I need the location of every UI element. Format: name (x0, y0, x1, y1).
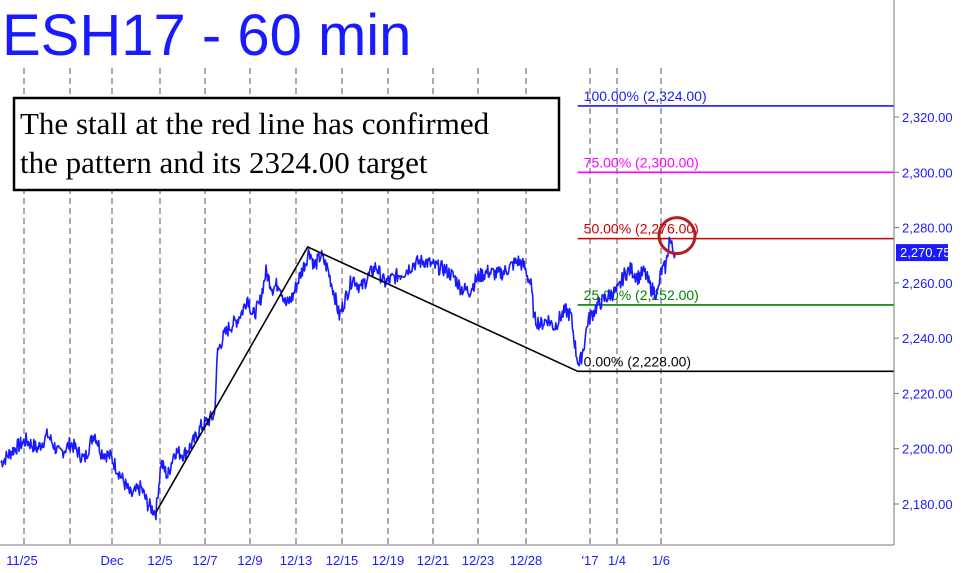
y-tick-label: 2,200.00 (902, 442, 953, 457)
y-tick-label: 2,220.00 (902, 386, 953, 401)
x-tick-label: 12/5 (147, 553, 172, 568)
x-tick-label: 12/9 (237, 553, 262, 568)
x-tick-label: '17 (582, 553, 599, 568)
x-tick-label: 12/21 (417, 553, 450, 568)
price-series (0, 236, 677, 521)
x-axis-ticks: 11/25 Dec 12/5 12/7 12/9 12/13 12/15 12/19 12/21… (6, 553, 670, 568)
annotation-line-2: the pattern and its 2324.00 target (20, 145, 428, 180)
pattern-lines (155, 245, 579, 513)
price-line (0, 236, 677, 521)
fib-levels: 100.00% (2,324.00) 75.00% (2,300.00) 50.00… (577, 88, 894, 373)
x-tick-label: 11/25 (6, 553, 38, 568)
y-tick-label: 2,180.00 (902, 497, 953, 512)
x-tick-label: 12/15 (326, 553, 359, 568)
x-tick-label: 12/19 (372, 553, 405, 568)
stall-marker (657, 216, 697, 256)
x-tick-label: Dec (100, 553, 124, 568)
abc-pattern-line (155, 245, 579, 513)
x-tick-label: 1/6 (652, 553, 670, 568)
x-tick-label: 12/23 (462, 553, 495, 568)
fib-label-100: 100.00% (2,324.00) (584, 88, 707, 104)
annotation-box (12, 96, 561, 192)
last-price-label: 2,270.75 (900, 245, 951, 260)
x-tick-label: 12/13 (280, 553, 313, 568)
x-tick-label: 12/28 (510, 553, 543, 568)
last-price-badge: 2,270.75 (896, 244, 951, 262)
x-tick-label: 1/4 (608, 553, 626, 568)
y-tick-label: 2,300.00 (902, 165, 953, 180)
x-tick-label: 12/7 (192, 553, 217, 568)
y-tick-label: 2,280.00 (902, 221, 953, 236)
fib-label-25: 25.00% (2,252.00) (584, 287, 699, 303)
fib-label-50: 50.00% (2,276.00) (584, 221, 699, 237)
y-tick-label: 2,240.00 (902, 331, 953, 346)
chart-title: ESH17 - 60 min (2, 3, 411, 68)
y-tick-label: 2,320.00 (902, 110, 953, 125)
stall-circle (657, 216, 697, 256)
y-tick-label: 2,260.00 (902, 276, 953, 291)
fib-label-0: 0.00% (2,228.00) (584, 353, 691, 369)
fib-label-75: 75.00% (2,300.00) (584, 154, 699, 170)
annotation-line-1: The stall at the red line has confirmed (20, 106, 490, 141)
y-axis-ticks: 2,180.00 2,200.00 2,220.00 2,240.00 2,260.00… (894, 110, 953, 512)
